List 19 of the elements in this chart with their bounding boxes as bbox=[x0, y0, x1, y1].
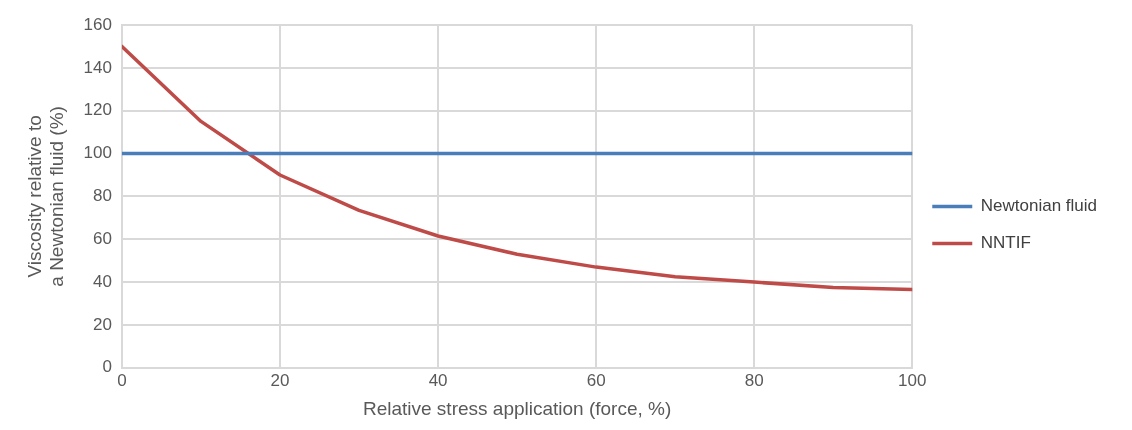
y-tick-label: 120 bbox=[83, 100, 112, 120]
legend-label: Newtonian fluid bbox=[980, 196, 1098, 216]
x-tick-label: 80 bbox=[744, 370, 764, 390]
y-tick-label: 60 bbox=[93, 228, 112, 248]
x-tick-label: 0 bbox=[117, 370, 127, 390]
x-tick-label: 20 bbox=[270, 370, 290, 390]
y-tick-label: 40 bbox=[93, 271, 112, 291]
y-tick-label: 100 bbox=[83, 143, 112, 163]
y-axis-title: Viscosity relative to a Newtonian fluid (%) bbox=[23, 106, 68, 287]
x-axis-title: Relative stress application (force, %) bbox=[362, 397, 672, 419]
x-tick-label: 100 bbox=[898, 370, 927, 390]
y-tick-label: 80 bbox=[93, 186, 112, 206]
x-tick-label: 60 bbox=[586, 370, 606, 390]
y-tick-label: 160 bbox=[83, 14, 112, 34]
legend-label: NNTIF bbox=[980, 233, 1031, 253]
y-tick-label: 20 bbox=[93, 314, 112, 334]
x-tick-label: 40 bbox=[428, 370, 448, 390]
y-tick-label: 140 bbox=[83, 57, 112, 77]
y-tick-label: 0 bbox=[102, 357, 112, 377]
